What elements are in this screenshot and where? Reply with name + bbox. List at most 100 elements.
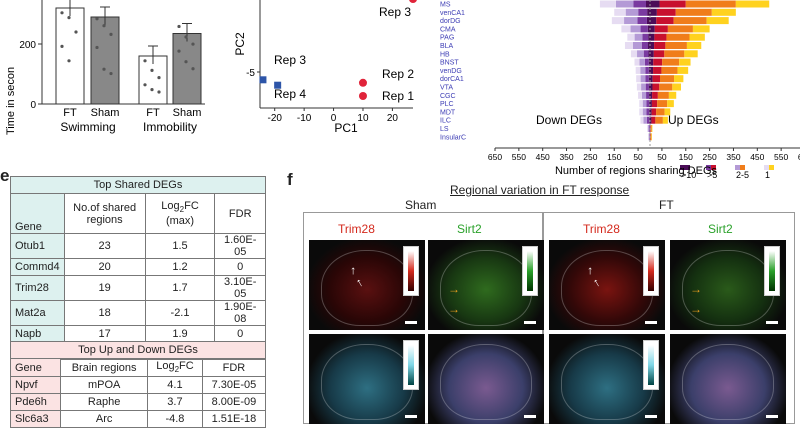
region-label: BLA [440, 43, 454, 50]
stain-label-trim28-sham: Trim28 [338, 222, 375, 236]
gene-cell: Commd4 [11, 259, 65, 276]
region-label: VTA [440, 85, 453, 92]
deg-xtick-label: 50 [633, 152, 643, 162]
fdr-cell: 0 [215, 326, 266, 343]
down-deg-bar [621, 25, 630, 32]
deg-xtick-label: 350 [559, 152, 573, 162]
bar-dot [150, 88, 153, 91]
shared-count-cell: 18 [64, 301, 145, 326]
arrow-marker-icon: → [448, 303, 460, 315]
down-deg-bar [636, 67, 641, 74]
fdr-cell: 0 [215, 259, 266, 276]
region-label: PLC [440, 101, 454, 108]
deg-xtick-label: 550 [512, 152, 526, 162]
down-deg-bar [643, 34, 649, 41]
up-deg-bar [665, 42, 687, 49]
group-label-immobility: Immobility [143, 120, 197, 134]
brain-section-outline [561, 250, 653, 326]
down-deg-bar [645, 75, 648, 82]
gene-cell: Pde6h [11, 394, 61, 411]
up-deg-bar [672, 84, 681, 91]
bar-dot [143, 83, 146, 86]
up-deg-bar [667, 100, 674, 107]
down-deg-bar [627, 34, 634, 41]
up-deg-bar [660, 75, 674, 82]
up-deg-bar [662, 59, 679, 66]
scale-bar [766, 321, 778, 324]
scale-bar [405, 415, 417, 418]
bar-dot [95, 17, 98, 20]
down-deg-bar [616, 1, 634, 8]
region-label: CGC [440, 93, 456, 100]
gene-cell: Npvf [11, 377, 61, 394]
down-deg-bar [647, 125, 648, 132]
fdr-cell: 8.00E-09 [202, 394, 265, 411]
col-fdr: FDR [215, 194, 266, 234]
down-deg-bar [614, 9, 625, 16]
down-deg-bar [625, 42, 633, 49]
deg-xtick-label: 150 [607, 152, 621, 162]
region-label: InsularC [440, 134, 466, 141]
up-deg-bar [651, 133, 652, 140]
down-deg-bar [638, 9, 647, 16]
fdr-cell: 7.30E-05 [202, 377, 265, 394]
region-label: MDT [440, 109, 456, 116]
pca-xtick-label: 20 [387, 113, 399, 124]
intensity-scale-bar [764, 246, 780, 296]
col-logfc: Log2FC [148, 359, 203, 377]
legend-label: 1 [765, 170, 770, 178]
down-deg-bar [647, 117, 649, 124]
intensity-scale-bar [643, 340, 659, 390]
up-deg-bar [654, 42, 665, 49]
bar-ytick-label: 0 [30, 100, 36, 111]
pca-point-ft [409, 0, 417, 3]
up-deg-bar [659, 84, 672, 91]
scale-bar [524, 321, 536, 324]
pca-point-ft [359, 79, 367, 87]
col-region: Brain regions [61, 359, 148, 377]
gene-cell: Otub1 [11, 234, 65, 259]
scale-bar [645, 321, 657, 324]
up-deg-bar [707, 17, 729, 24]
col-logfc: Log2FC (max) [145, 194, 215, 234]
micrograph-overlay-ft [670, 334, 786, 424]
region-label: LS [440, 126, 449, 133]
deg-xtick-label: 150 [679, 152, 693, 162]
region-label: PAG [440, 35, 454, 42]
up-deg-bar [654, 50, 664, 57]
down-deg-bar [612, 17, 624, 24]
table-top-up-down-degs: Top Up and Down DEGs Gene Brain regions … [10, 341, 266, 428]
col-gene: Gene [11, 359, 61, 377]
up-deg-bar [653, 59, 662, 66]
region-label: BNST [440, 60, 459, 67]
down-deg-bar [646, 92, 649, 99]
scale-bar [645, 415, 657, 418]
down-deg-bar [649, 133, 650, 140]
deg-up-label: Up DEGs [668, 113, 719, 127]
down-deg-bar [639, 108, 642, 115]
deg-xlabel: Number of regions sharing DEGs [555, 165, 718, 177]
pca-point-label: Rep 4 [274, 87, 306, 101]
micrograph-trim28-ft [549, 240, 665, 330]
pca-point-label: Rep 2 [382, 67, 414, 81]
pca-point-label: Rep 3 [274, 53, 306, 67]
bar-dot [67, 16, 70, 19]
pca-xtick-label: 0 [331, 113, 337, 124]
up-deg-bar [660, 1, 686, 8]
panel-letter-e: e [0, 166, 9, 186]
region-label: CMA [440, 26, 456, 33]
down-deg-bar [631, 50, 637, 57]
down-deg-bar [648, 133, 649, 140]
up-deg-bar [674, 17, 707, 24]
up-deg-bar [653, 75, 660, 82]
panel-f-title: Regional variation in FT response [450, 183, 629, 197]
stain-label-sirt2-ft: Sirt2 [708, 222, 733, 236]
bar-dot [109, 72, 112, 75]
region-cell: Raphe [61, 394, 148, 411]
up-deg-bar [652, 92, 658, 99]
pca-point-ft [359, 92, 367, 100]
